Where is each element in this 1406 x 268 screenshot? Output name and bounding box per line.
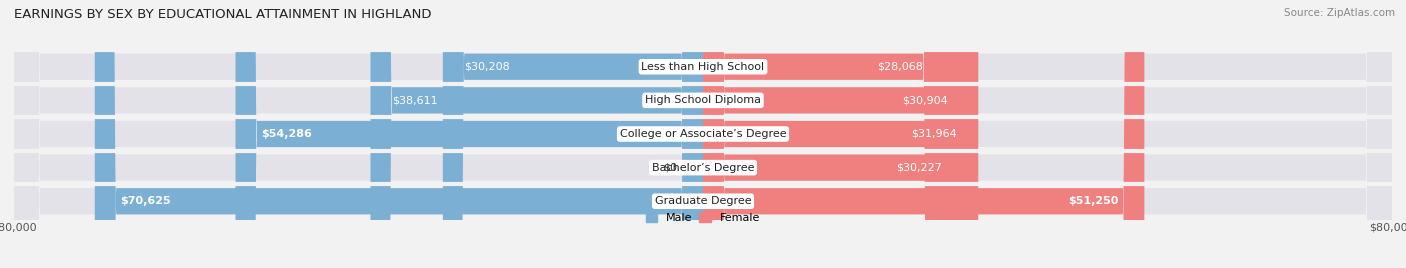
FancyBboxPatch shape	[703, 0, 979, 268]
FancyBboxPatch shape	[235, 0, 703, 268]
Legend: Male, Female: Male, Female	[641, 209, 765, 228]
Text: Source: ZipAtlas.com: Source: ZipAtlas.com	[1284, 8, 1395, 18]
Text: Graduate Degree: Graduate Degree	[655, 196, 751, 206]
Text: High School Diploma: High School Diploma	[645, 95, 761, 105]
Text: College or Associate’s Degree: College or Associate’s Degree	[620, 129, 786, 139]
FancyBboxPatch shape	[14, 0, 1392, 268]
FancyBboxPatch shape	[703, 0, 969, 268]
Text: $30,227: $30,227	[896, 163, 942, 173]
FancyBboxPatch shape	[14, 0, 1392, 268]
FancyBboxPatch shape	[443, 0, 703, 268]
FancyBboxPatch shape	[94, 0, 703, 268]
Text: $51,250: $51,250	[1069, 196, 1119, 206]
Text: $30,208: $30,208	[464, 62, 510, 72]
Text: EARNINGS BY SEX BY EDUCATIONAL ATTAINMENT IN HIGHLAND: EARNINGS BY SEX BY EDUCATIONAL ATTAINMEN…	[14, 8, 432, 21]
Text: $31,964: $31,964	[911, 129, 956, 139]
FancyBboxPatch shape	[703, 0, 945, 268]
Text: $38,611: $38,611	[392, 95, 437, 105]
FancyBboxPatch shape	[14, 0, 1392, 268]
Text: $70,625: $70,625	[121, 196, 172, 206]
Text: $0: $0	[664, 163, 678, 173]
Text: $30,904: $30,904	[901, 95, 948, 105]
FancyBboxPatch shape	[703, 0, 963, 268]
Text: Bachelor’s Degree: Bachelor’s Degree	[652, 163, 754, 173]
Text: $54,286: $54,286	[262, 129, 312, 139]
FancyBboxPatch shape	[14, 0, 1392, 268]
Text: $28,068: $28,068	[877, 62, 924, 72]
FancyBboxPatch shape	[703, 0, 1144, 268]
FancyBboxPatch shape	[14, 0, 1392, 268]
Text: Less than High School: Less than High School	[641, 62, 765, 72]
FancyBboxPatch shape	[371, 0, 703, 268]
